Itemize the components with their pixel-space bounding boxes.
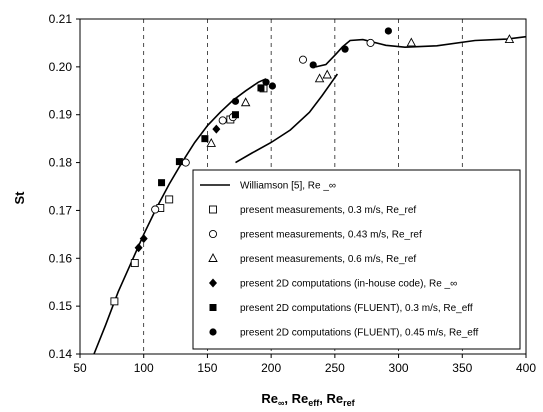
data-point-filled-square — [257, 84, 265, 92]
legend-label: Williamson [5], Re _∞ — [240, 181, 336, 192]
x-axis-label-sub-eff: eff — [308, 398, 320, 408]
legend-label: present measurements, 0.43 m/s, Re_ref — [240, 230, 422, 241]
data-point-filled-square — [158, 179, 166, 187]
y-tick-label: 0.18 — [49, 156, 73, 170]
x-axis-label-sep2: , Re — [319, 391, 343, 406]
x-axis-label-sub-inf: ∞ — [278, 398, 285, 408]
x-tick-label: 400 — [516, 361, 536, 375]
legend-marker-filled-square — [209, 304, 217, 311]
y-tick-label: 0.21 — [49, 12, 73, 26]
data-point-filled-square — [201, 135, 209, 143]
data-point-diamond — [212, 124, 221, 134]
data-point-open-triangle — [504, 34, 515, 44]
data-point-filled-circle — [309, 61, 317, 69]
points — [110, 27, 515, 306]
williamson-curve — [235, 73, 339, 164]
legend-label: present measurements, 0.3 m/s, Re_ref — [240, 205, 416, 216]
data-point-filled-circle — [384, 27, 392, 35]
x-axis-label-sep1: , Re — [284, 391, 308, 406]
legend-label: present 2D computations (in-house code),… — [240, 279, 457, 290]
x-axis-label-sub-ref: ref — [343, 398, 356, 408]
data-point-open-triangle — [406, 37, 417, 47]
data-point-open-triangle — [322, 69, 332, 79]
x-tick-label: 50 — [73, 361, 87, 375]
data-point-open-triangle — [314, 73, 325, 83]
y-tick-label: 0.16 — [49, 251, 73, 265]
legend-marker-filled-circle — [209, 328, 217, 336]
data-point-open-triangle — [240, 97, 251, 107]
data-point-filled-circle — [262, 78, 270, 86]
data-point-diamond — [134, 243, 143, 253]
data-point-open-square — [130, 259, 139, 268]
legend-label: present measurements, 0.6 m/s, Re_ref — [240, 254, 416, 265]
legend-items: Williamson [5], Re _∞present measurement… — [200, 181, 478, 339]
legend-box — [192, 169, 521, 350]
x-tick-label: 200 — [261, 361, 281, 375]
data-point-open-circle — [298, 55, 308, 64]
y-tick-label: 0.17 — [49, 203, 73, 217]
legend-marker-open-square — [209, 205, 217, 214]
legend-label: present 2D computations (FLUENT), 0.45 m… — [240, 328, 478, 339]
x-tick-label: 350 — [452, 361, 472, 375]
y-axis: 0.14 0.15 0.16 0.17 0.18 0.19 0.20 0.21 — [49, 12, 80, 361]
y-tick-label: 0.15 — [49, 299, 73, 313]
data-point-open-circle — [366, 38, 375, 47]
data-point-filled-circle — [341, 45, 349, 53]
data-point-open-circle — [181, 158, 190, 167]
data-point-filled-circle — [268, 82, 277, 90]
data-point-open-square — [165, 195, 174, 204]
data-point-filled-square — [175, 158, 183, 166]
y-axis-label: St — [12, 191, 27, 205]
data-point-filled-square — [231, 111, 239, 119]
x-axis: 50 100 150 200 250 300 350 400 — [73, 354, 536, 375]
x-tick-label: 150 — [197, 361, 217, 375]
data-point-open-circle — [218, 116, 227, 125]
y-tick-label: 0.19 — [49, 108, 73, 122]
data-point-open-square — [110, 297, 119, 306]
data-point-open-circle — [151, 205, 160, 214]
x-tick-label: 300 — [389, 361, 409, 375]
legend-marker-open-triangle — [208, 253, 218, 262]
legend: Williamson [5], Re _∞present measurement… — [192, 169, 521, 350]
y-tick-label: 0.14 — [49, 347, 73, 361]
legend-marker-diamond — [209, 278, 217, 288]
legend-marker-open-circle — [208, 229, 218, 239]
plot-frame — [79, 18, 527, 355]
x-axis-label: Re∞, Reeff, Reref — [261, 391, 355, 408]
x-axis-label-re-inf: Re — [261, 391, 278, 406]
legend-label: present 2D computations (FLUENT), 0.3 m/… — [240, 303, 473, 314]
y-tick-label: 0.20 — [49, 60, 73, 74]
data-point-diamond — [139, 234, 148, 244]
data-point-filled-circle — [231, 97, 240, 105]
x-tick-label: 250 — [325, 361, 345, 375]
data-point-open-triangle — [206, 137, 217, 147]
x-tick-label: 100 — [134, 361, 154, 375]
